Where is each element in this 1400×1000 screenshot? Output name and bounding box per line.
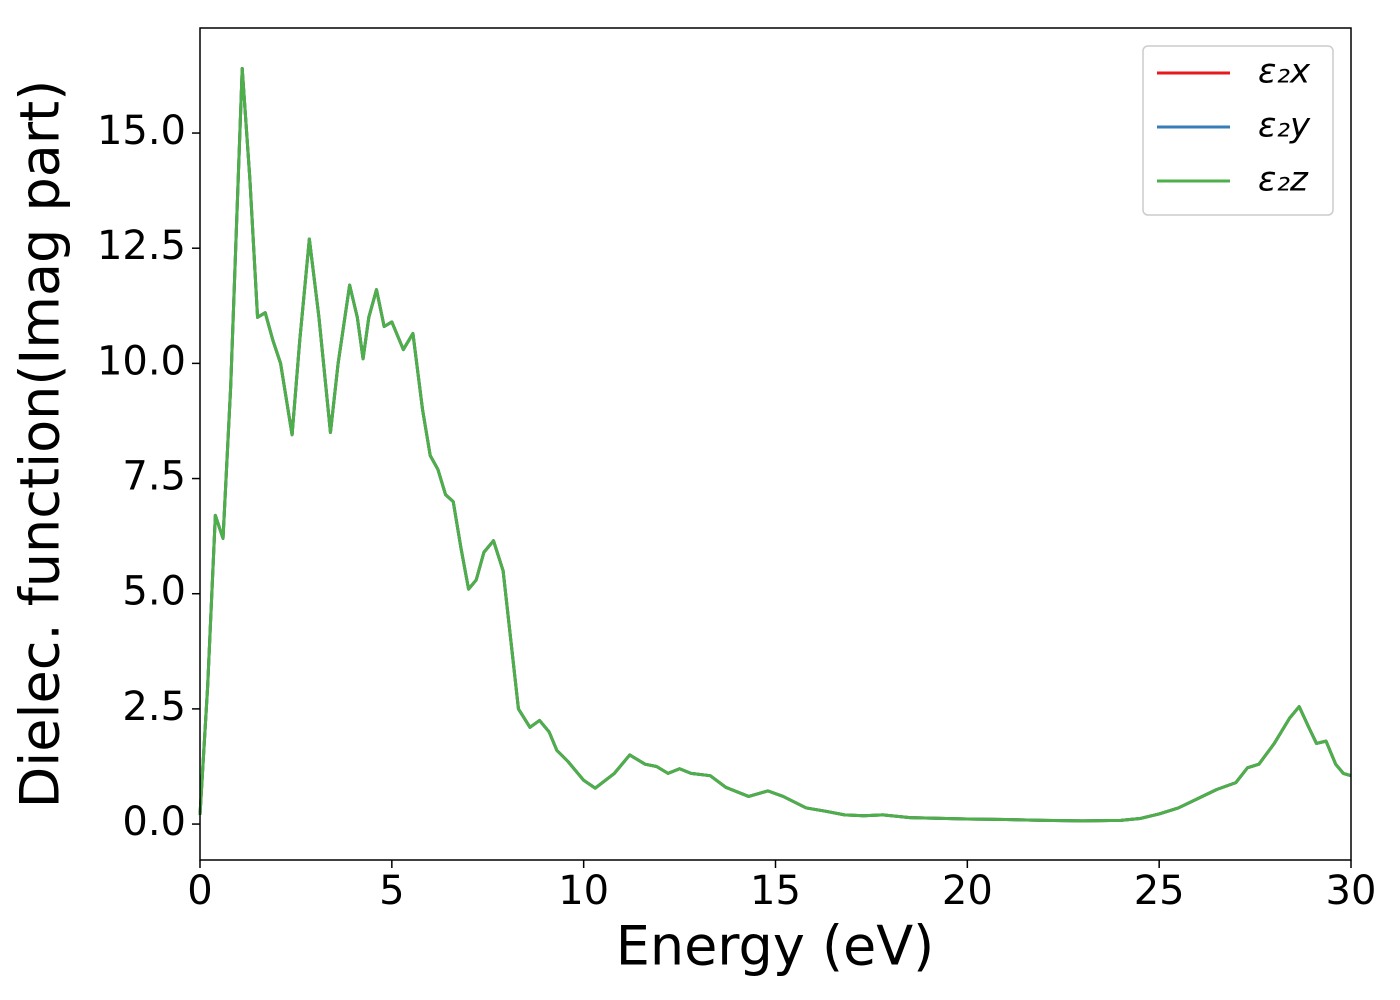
plot-frame bbox=[199, 27, 1352, 861]
legend-box bbox=[1142, 45, 1334, 216]
y-tick-label: 5.0 bbox=[122, 569, 186, 615]
x-axis-label: Energy (eV) bbox=[616, 915, 935, 978]
x-tick-label: 20 bbox=[942, 868, 993, 914]
y-axis-label: Dielec. function(Imag part) bbox=[9, 80, 72, 809]
legend-label: ε₂y bbox=[1258, 106, 1311, 146]
legend-label: ε₂x bbox=[1258, 52, 1311, 92]
x-tick-label: 5 bbox=[379, 868, 404, 914]
y-tick-label: 12.5 bbox=[97, 223, 186, 269]
x-tick-label: 25 bbox=[1134, 868, 1185, 914]
y-tick-label: 15.0 bbox=[97, 108, 186, 154]
x-tick-label: 30 bbox=[1326, 868, 1377, 914]
x-tick-label: 15 bbox=[750, 868, 801, 914]
x-tick-label: 0 bbox=[187, 868, 212, 914]
legend-label: ε₂z bbox=[1258, 160, 1309, 200]
y-tick-label: 0.0 bbox=[122, 799, 186, 845]
x-tick-label: 10 bbox=[558, 868, 609, 914]
data-line bbox=[198, 67, 1352, 823]
y-tick-label: 10.0 bbox=[97, 338, 186, 384]
y-tick-label: 2.5 bbox=[122, 684, 186, 730]
y-tick-label: 7.5 bbox=[122, 454, 186, 500]
